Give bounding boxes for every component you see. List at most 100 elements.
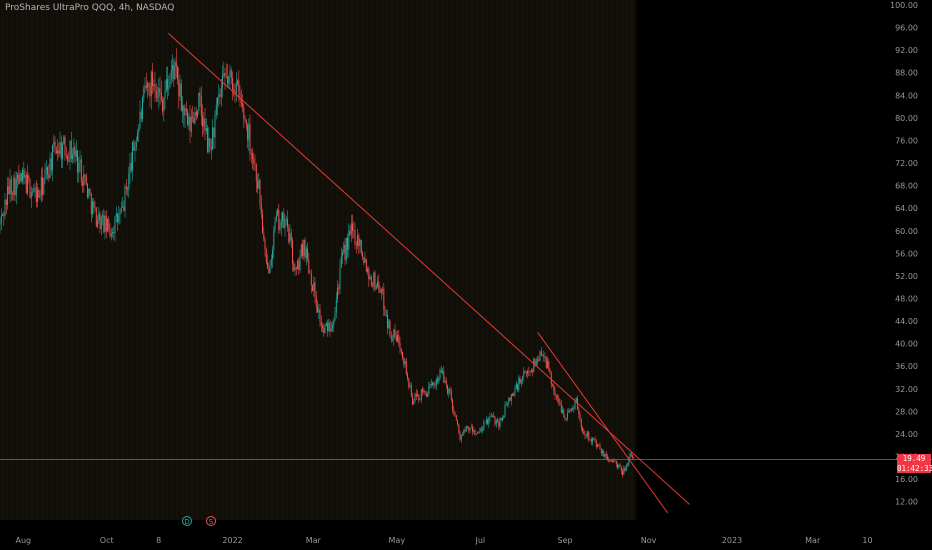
candle[interactable] <box>368 266 370 287</box>
candle[interactable] <box>435 377 437 390</box>
candle[interactable] <box>473 426 475 434</box>
candle[interactable] <box>7 177 8 210</box>
candle[interactable] <box>189 104 191 144</box>
candle[interactable] <box>83 165 85 193</box>
candle[interactable] <box>398 330 400 347</box>
candle[interactable] <box>627 462 628 467</box>
candle[interactable] <box>32 188 33 197</box>
candle[interactable] <box>433 382 435 389</box>
candle[interactable] <box>443 366 445 384</box>
candle[interactable] <box>207 124 208 154</box>
candle[interactable] <box>102 211 103 226</box>
candle[interactable] <box>330 322 332 333</box>
candle[interactable] <box>192 105 193 123</box>
candle[interactable] <box>572 406 573 412</box>
candle[interactable] <box>67 153 68 166</box>
candle[interactable] <box>259 178 261 210</box>
candle[interactable] <box>387 309 388 335</box>
candle[interactable] <box>70 131 72 163</box>
candle[interactable] <box>54 136 56 155</box>
trendline-main-downtrend[interactable] <box>167 32 690 505</box>
candle[interactable] <box>44 162 46 185</box>
candle[interactable] <box>589 438 591 441</box>
candle[interactable] <box>58 142 60 158</box>
candle[interactable] <box>598 443 600 447</box>
candle[interactable] <box>47 166 48 180</box>
candle[interactable] <box>197 109 198 119</box>
candle[interactable] <box>22 167 23 185</box>
candle[interactable] <box>247 122 248 149</box>
candle[interactable] <box>485 416 487 426</box>
candle[interactable] <box>172 54 173 82</box>
candle[interactable] <box>168 75 170 96</box>
candle[interactable] <box>77 149 78 183</box>
candle[interactable] <box>39 190 41 201</box>
candle[interactable] <box>499 416 501 430</box>
candle[interactable] <box>219 88 221 105</box>
candle[interactable] <box>617 462 618 470</box>
candle[interactable] <box>109 223 111 239</box>
candle[interactable] <box>488 416 490 428</box>
candle[interactable] <box>523 366 525 382</box>
candle[interactable] <box>72 148 73 164</box>
candle[interactable] <box>529 370 531 377</box>
candle[interactable] <box>432 381 433 387</box>
candle[interactable] <box>622 468 623 478</box>
candle[interactable] <box>535 357 537 366</box>
candle[interactable] <box>295 266 297 276</box>
candle[interactable] <box>215 97 217 120</box>
candle[interactable] <box>482 426 483 434</box>
candle[interactable] <box>353 220 355 239</box>
candle[interactable] <box>327 319 328 337</box>
candle[interactable] <box>509 396 511 401</box>
candle[interactable] <box>458 423 460 435</box>
candle[interactable] <box>94 200 96 212</box>
candle[interactable] <box>339 259 341 294</box>
candle[interactable] <box>142 95 143 123</box>
candle[interactable] <box>128 166 130 198</box>
candle[interactable] <box>69 140 71 171</box>
candle[interactable] <box>170 59 172 85</box>
candle[interactable] <box>165 67 167 93</box>
candle[interactable] <box>274 216 276 233</box>
candle[interactable] <box>457 419 458 427</box>
candle[interactable] <box>23 161 25 185</box>
candle[interactable] <box>544 352 546 363</box>
candle[interactable] <box>592 437 593 446</box>
candle[interactable] <box>437 374 438 385</box>
candle[interactable] <box>89 187 91 196</box>
candle[interactable] <box>538 355 540 363</box>
candle[interactable] <box>472 424 473 436</box>
drawings[interactable] <box>0 32 932 514</box>
candle[interactable] <box>87 183 88 200</box>
candle[interactable] <box>292 237 293 272</box>
candle[interactable] <box>630 451 632 457</box>
candle[interactable] <box>88 188 90 199</box>
candle[interactable] <box>512 392 513 397</box>
candle[interactable] <box>519 375 521 384</box>
candle[interactable] <box>249 114 251 161</box>
candle[interactable] <box>199 87 201 107</box>
candle[interactable] <box>332 320 333 332</box>
candle[interactable] <box>59 131 61 158</box>
candle[interactable] <box>204 108 206 140</box>
candle[interactable] <box>399 337 401 354</box>
candle[interactable] <box>604 453 606 460</box>
candle[interactable] <box>175 48 177 78</box>
candle[interactable] <box>127 186 128 197</box>
candle[interactable] <box>74 143 76 164</box>
candle[interactable] <box>400 347 402 356</box>
candle[interactable] <box>293 260 295 272</box>
candle[interactable] <box>542 354 543 357</box>
candle[interactable] <box>275 210 277 223</box>
candle[interactable] <box>624 466 626 472</box>
candle[interactable] <box>590 436 592 446</box>
candle[interactable] <box>425 390 427 398</box>
candle[interactable] <box>245 119 247 131</box>
candle[interactable] <box>555 394 557 401</box>
candle[interactable] <box>17 172 18 189</box>
candle[interactable] <box>144 77 146 94</box>
candle[interactable] <box>549 368 551 375</box>
candle[interactable] <box>324 323 326 334</box>
candle[interactable] <box>515 380 517 390</box>
